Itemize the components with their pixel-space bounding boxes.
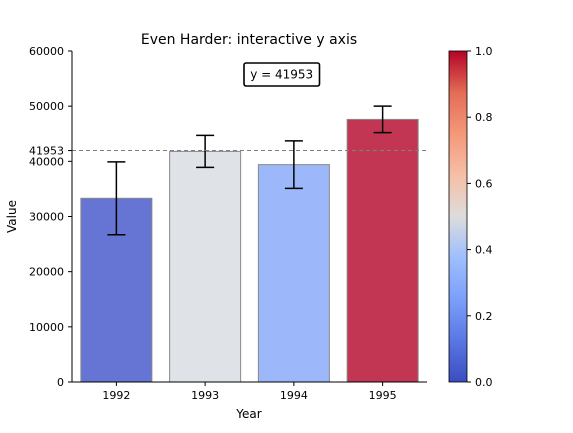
y-tick-label-reference: 41953 <box>29 145 64 158</box>
colorbar-tick-label: 0.6 <box>475 177 493 190</box>
colorbar: 0.0 0.2 0.4 0.6 0.8 1.0 <box>448 45 493 389</box>
annotation-text: y = 41953 <box>250 68 313 82</box>
x-axis-ticks: 1992 1993 1994 1995 <box>102 382 397 402</box>
colorbar-ticks: 0.0 0.2 0.4 0.6 0.8 1.0 <box>467 45 493 389</box>
y-axis-label: Value <box>5 200 19 233</box>
colorbar-tick-label: 0.0 <box>475 376 493 389</box>
x-tick-label: 1995 <box>369 389 397 402</box>
bar-1995 <box>346 118 419 383</box>
y-tick-label: 20000 <box>29 266 64 279</box>
y-tick-label: 60000 <box>29 45 64 58</box>
x-tick-label: 1994 <box>280 389 308 402</box>
annotation-box <box>243 62 321 87</box>
colorbar-tick-label: 0.8 <box>475 111 493 124</box>
x-axis-label: Year <box>235 407 261 421</box>
x-tick-label: 1992 <box>102 389 130 402</box>
chart-title: Even Harder: interactive y axis <box>141 32 357 48</box>
y-tick-label: 0 <box>57 376 64 389</box>
plot-area <box>72 105 427 383</box>
y-tick-label: 30000 <box>29 211 64 224</box>
colorbar-tick-label: 1.0 <box>475 45 493 58</box>
colorbar-tick-label: 0.2 <box>475 310 493 323</box>
bar-1994 <box>257 164 330 383</box>
colorbar-tick-label: 0.4 <box>475 244 493 257</box>
bar-1993 <box>169 150 242 383</box>
y-tick-label: 50000 <box>29 100 64 113</box>
y-tick-label: 40000 <box>29 155 64 168</box>
y-axis-ticks: 0 10000 20000 30000 40000 50000 60000 41953 <box>29 45 72 389</box>
y-tick-label: 10000 <box>29 321 64 334</box>
colorbar-gradient <box>448 50 468 383</box>
x-tick-label: 1993 <box>191 389 219 402</box>
reference-line-annotation: y = 41953 <box>243 62 321 87</box>
